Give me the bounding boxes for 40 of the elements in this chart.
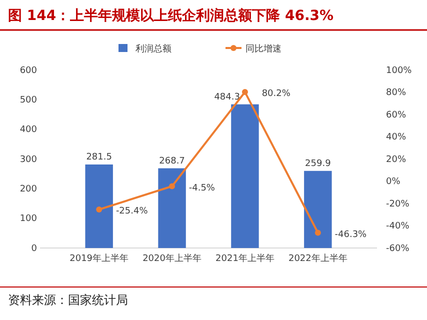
bar — [158, 168, 186, 248]
y2-tick-label: -40% — [386, 222, 410, 232]
point — [242, 89, 248, 96]
data-label: -46.3% — [334, 230, 368, 240]
y2-tick-label: 60% — [386, 110, 406, 120]
x-tick-label: 2019年上半年 — [70, 253, 129, 264]
data-label: -4.5% — [188, 183, 216, 194]
y-tick-label: 300 — [20, 154, 38, 165]
data-label: 281.5 — [86, 152, 112, 162]
text: 资料来源：国家统计局 — [8, 293, 128, 307]
y-tick-label: 600 — [20, 66, 38, 76]
y-tick-label: 400 — [20, 125, 38, 136]
y2-tick-label: 0% — [386, 177, 401, 188]
y-tick-label: 500 — [20, 96, 38, 106]
point — [314, 230, 321, 236]
data-label: 259.9 — [305, 158, 332, 169]
y-tick-label: 0 — [31, 244, 38, 254]
x-tick-label: 2020年上半年 — [142, 253, 202, 264]
y2-tick-label: -60% — [386, 244, 410, 254]
y-tick-label: 100 — [20, 214, 38, 224]
y2-tick-label: 40% — [386, 132, 406, 143]
y2-tick-label: 20% — [386, 154, 406, 165]
y-tick-label: 200 — [20, 184, 38, 195]
data-label: -25.4% — [116, 206, 148, 217]
y2-tick-label: 80% — [386, 88, 406, 98]
data-label: 268.7 — [159, 156, 185, 166]
point — [169, 183, 176, 190]
legend-label: 利润总额 — [136, 44, 172, 54]
y2-tick-label: -20% — [386, 199, 410, 210]
y2-tick-label: 100% — [386, 66, 412, 76]
bar — [304, 170, 332, 248]
chart-title: 图 144：上半年规模以上纸企利润总额下降 46.3% — [8, 7, 334, 24]
bar — [231, 104, 259, 248]
legend-label: 同比增速 — [246, 44, 282, 54]
bar — [85, 164, 113, 248]
x-tick-label: 2021年上半年 — [216, 253, 274, 264]
x-tick-label: 2022年上半年 — [288, 253, 348, 264]
point — [96, 206, 102, 213]
data-label: 484.3 — [214, 92, 240, 102]
data-label: 80.2% — [262, 89, 291, 100]
